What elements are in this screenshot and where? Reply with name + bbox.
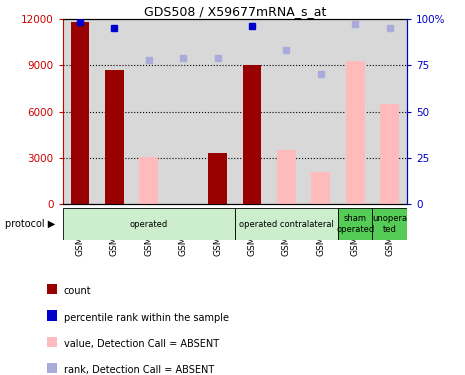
Text: percentile rank within the sample: percentile rank within the sample: [64, 313, 229, 322]
Bar: [132, 19, 166, 204]
Bar: [105, 70, 124, 204]
Bar: [277, 150, 296, 204]
Text: value, Detection Call = ABSENT: value, Detection Call = ABSENT: [64, 339, 219, 349]
Bar: [372, 19, 407, 204]
Bar: [235, 208, 338, 240]
Text: rank, Detection Call = ABSENT: rank, Detection Call = ABSENT: [64, 365, 214, 375]
Text: unopera
ted: unopera ted: [372, 214, 407, 234]
Text: sham
operated: sham operated: [336, 214, 374, 234]
Bar: [346, 60, 365, 204]
Bar: [269, 19, 304, 204]
Text: protocol ▶: protocol ▶: [5, 219, 55, 229]
Title: GDS508 / X59677mRNA_s_at: GDS508 / X59677mRNA_s_at: [144, 4, 326, 18]
Bar: [312, 172, 330, 204]
Bar: [338, 208, 372, 240]
Bar: [208, 153, 227, 204]
Bar: [200, 19, 235, 204]
Bar: [63, 19, 97, 204]
Text: operated contralateral: operated contralateral: [239, 220, 334, 228]
Text: operated: operated: [130, 220, 168, 228]
Bar: [243, 65, 261, 204]
Bar: [304, 19, 338, 204]
Text: count: count: [64, 286, 91, 296]
Bar: [235, 19, 269, 204]
Bar: [63, 208, 235, 240]
Bar: [338, 19, 372, 204]
Bar: [166, 19, 200, 204]
Bar: [380, 104, 399, 204]
Bar: [97, 19, 132, 204]
Bar: [140, 157, 158, 204]
Bar: [372, 208, 407, 240]
Bar: [71, 22, 89, 204]
